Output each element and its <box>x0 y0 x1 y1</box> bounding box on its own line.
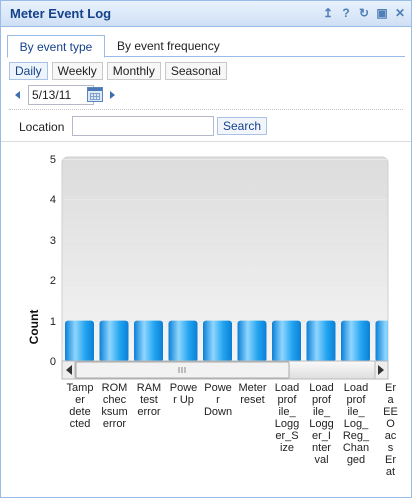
divider <box>9 109 403 110</box>
bar[interactable] <box>306 320 336 362</box>
scroll-left-arrow-icon <box>66 365 72 375</box>
event-count-chart: 5 4 3 2 1 0 Count Tamp er dete cted ROM chec ksum er… <box>1 141 411 498</box>
period-daily-button[interactable]: Daily <box>9 62 48 80</box>
x-category-label: Powe r Down <box>203 382 233 418</box>
horizontal-scrollbar[interactable] <box>61 360 389 380</box>
x-category-label: Powe r Up <box>169 382 198 406</box>
y-axis-label: Count <box>27 310 41 345</box>
bar[interactable] <box>99 320 129 362</box>
bar[interactable] <box>341 320 370 362</box>
calendar-icon[interactable] <box>87 87 103 102</box>
maximize-icon[interactable]: ▣ <box>376 6 388 20</box>
grid-line <box>63 240 387 241</box>
y-tick-label: 2 <box>50 275 56 287</box>
y-tick-label: 1 <box>50 316 56 328</box>
y-tick-label: 5 <box>50 154 56 166</box>
help-icon[interactable]: ? <box>342 6 350 20</box>
tab-by-event-type[interactable]: By event type <box>7 35 105 58</box>
bar[interactable] <box>203 320 232 362</box>
x-category-label: Load prof ile_ Log_ Reg_ Chan ged <box>342 382 370 466</box>
tab-by-event-frequency[interactable]: By event frequency <box>117 39 220 53</box>
scroll-grip-icon <box>178 367 186 373</box>
panel-tools: ↥ ? ↻ ▣ ✕ <box>321 6 407 20</box>
bar[interactable] <box>272 320 301 362</box>
next-date-arrow-icon[interactable] <box>110 91 115 99</box>
location-input[interactable] <box>72 116 214 136</box>
grid-line <box>63 199 387 200</box>
grid-line <box>63 280 387 281</box>
period-monthly-button[interactable]: Monthly <box>106 62 161 80</box>
previous-date-arrow-icon[interactable] <box>15 91 20 99</box>
y-tick-label: 0 <box>50 356 56 368</box>
period-weekly-button[interactable]: Weekly <box>51 62 103 80</box>
x-category-label: Tamp er dete cted <box>66 382 94 430</box>
bar[interactable] <box>237 320 267 362</box>
x-category-label: Load prof ile_ Logg er_I nter val <box>309 382 334 466</box>
date-input[interactable] <box>28 85 94 105</box>
period-seasonal-button[interactable]: Seasonal <box>164 62 227 80</box>
bar[interactable] <box>65 320 94 362</box>
refresh-icon[interactable]: ↻ <box>358 6 370 20</box>
collapse-icon[interactable]: ↥ <box>322 6 334 20</box>
tab-strip: By event type By event frequency <box>7 33 405 58</box>
x-category-label: Meter reset <box>238 382 267 406</box>
x-category-label: RAM test error <box>136 382 162 418</box>
panel-title: Meter Event Log <box>10 6 112 21</box>
grid-line <box>63 159 387 160</box>
y-tick-label: 3 <box>50 235 56 247</box>
location-label: Location <box>19 120 65 134</box>
search-button[interactable]: Search <box>217 117 268 135</box>
x-category-label: Load prof ile_ Logg er_S ize <box>274 382 300 454</box>
close-icon[interactable]: ✕ <box>394 6 406 20</box>
bar[interactable] <box>375 320 405 362</box>
y-tick-label: 4 <box>50 194 56 206</box>
x-category-label: ROM chec ksum error <box>101 382 128 430</box>
chart-canvas: 5 4 3 2 1 0 Count <box>27 154 405 380</box>
scroll-right-arrow-icon <box>378 365 384 375</box>
bar[interactable] <box>168 320 198 362</box>
bar[interactable] <box>134 320 163 362</box>
period-toggle-group: Daily Weekly Monthly Seasonal <box>9 62 227 80</box>
panel-header: Meter Event Log ↥ ? ↻ ▣ ✕ <box>1 1 411 27</box>
